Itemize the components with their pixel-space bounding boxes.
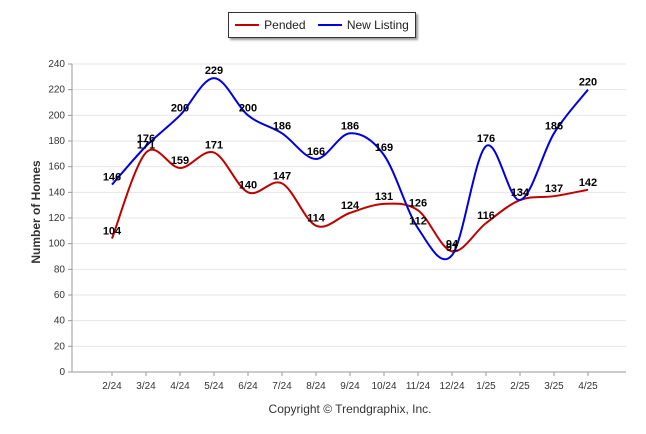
legend-swatch-pended <box>235 24 260 26</box>
y-tick-label: 120 <box>48 213 65 224</box>
legend-item-pended[interactable]: Pended <box>235 18 306 32</box>
series-line-new-listing <box>111 77 589 261</box>
x-tick-label: 9/24 <box>340 381 360 392</box>
x-tick-label: 3/25 <box>544 381 564 392</box>
data-label-pended: 147 <box>273 170 291 182</box>
y-tick-label: 20 <box>54 341 66 352</box>
data-label-pended: 140 <box>239 179 257 191</box>
y-tick-label: 160 <box>48 162 65 173</box>
x-tick-label: 4/24 <box>170 381 190 392</box>
data-label-pended: 114 <box>307 213 326 225</box>
data-label-pended: 142 <box>579 177 597 189</box>
x-tick-label: 7/24 <box>272 381 292 392</box>
x-tick-label: 10/24 <box>371 381 396 392</box>
gridlines <box>68 63 626 376</box>
data-labels: 104 171 159 171 140 147 114 124 131 126 94 116 134 13… <box>103 65 597 254</box>
x-tick-label: 12/24 <box>439 381 464 392</box>
data-label-pended: 171 <box>137 140 155 152</box>
data-label-pended: 116 <box>477 210 495 222</box>
y-tick-label: 200 <box>48 110 65 121</box>
x-tick-label: 6/24 <box>238 381 258 392</box>
x-tick-label: 1/25 <box>476 381 496 392</box>
series-line-pended <box>111 148 589 253</box>
data-label-pended: 134 <box>511 187 530 199</box>
data-label-new-listing: 166 <box>307 146 325 158</box>
data-label-new-listing: 91 <box>446 242 458 254</box>
data-label-pended: 131 <box>375 191 393 203</box>
x-tick-label: 11/24 <box>406 381 431 392</box>
y-tick-label: 100 <box>48 239 65 250</box>
data-label-new-listing: 200 <box>171 102 189 114</box>
y-tick-label: 220 <box>48 85 65 96</box>
data-label-new-listing: 229 <box>205 65 223 77</box>
data-label-pended: 159 <box>171 155 189 167</box>
series-lines <box>111 77 589 261</box>
x-tick-labels: 2/24 3/24 4/24 5/24 6/24 7/24 8/24 9/24 10/24 11/… <box>102 381 598 392</box>
data-label-new-listing: 220 <box>579 77 597 89</box>
y-tick-label: 40 <box>54 316 66 327</box>
y-axis-label: Number of Homes <box>29 160 43 264</box>
data-label-pended: 126 <box>409 197 427 209</box>
data-label-pended: 104 <box>103 226 122 238</box>
legend-label-new-listing: New Listing <box>346 18 409 32</box>
x-tick-label: 4/25 <box>578 381 598 392</box>
data-label-new-listing: 186 <box>341 120 359 132</box>
data-label-new-listing: 134 <box>511 187 530 199</box>
y-tick-labels: 0 20 40 60 80 100 120 140 160 180 200 220 240 <box>48 59 65 378</box>
y-tick-label: 60 <box>54 290 66 301</box>
data-label-pended: 124 <box>341 200 360 212</box>
legend-item-new-listing[interactable]: New Listing <box>317 18 409 32</box>
legend-swatch-new-listing <box>317 24 342 26</box>
y-tick-label: 0 <box>59 367 65 378</box>
copyright-text: Copyright © Trendgraphix, Inc. <box>268 402 432 416</box>
legend: Pended New Listing <box>228 12 416 38</box>
data-label-new-listing: 176 <box>477 133 495 145</box>
legend-label-pended: Pended <box>264 18 306 32</box>
y-tick-label: 180 <box>48 136 65 147</box>
y-tick-label: 240 <box>48 59 65 70</box>
data-label-new-listing: 112 <box>409 215 427 227</box>
data-label-pended: 137 <box>545 183 563 195</box>
y-tick-label: 140 <box>48 187 65 198</box>
x-tick-label: 2/25 <box>510 381 530 392</box>
x-tick-label: 5/24 <box>204 381 224 392</box>
data-label-new-listing: 186 <box>273 120 291 132</box>
x-tick-label: 8/24 <box>306 381 326 392</box>
data-label-new-listing: 169 <box>375 142 393 154</box>
data-label-new-listing: 176 <box>137 133 155 145</box>
x-tick-label: 3/24 <box>136 381 156 392</box>
data-label-new-listing: 186 <box>545 120 563 132</box>
data-label-pended: 171 <box>205 140 223 152</box>
data-label-new-listing: 200 <box>239 102 257 114</box>
data-label-pended: 94 <box>446 238 459 250</box>
x-tick-label: 2/24 <box>102 381 122 392</box>
y-tick-label: 80 <box>54 264 66 275</box>
data-label-new-listing: 146 <box>103 172 121 184</box>
